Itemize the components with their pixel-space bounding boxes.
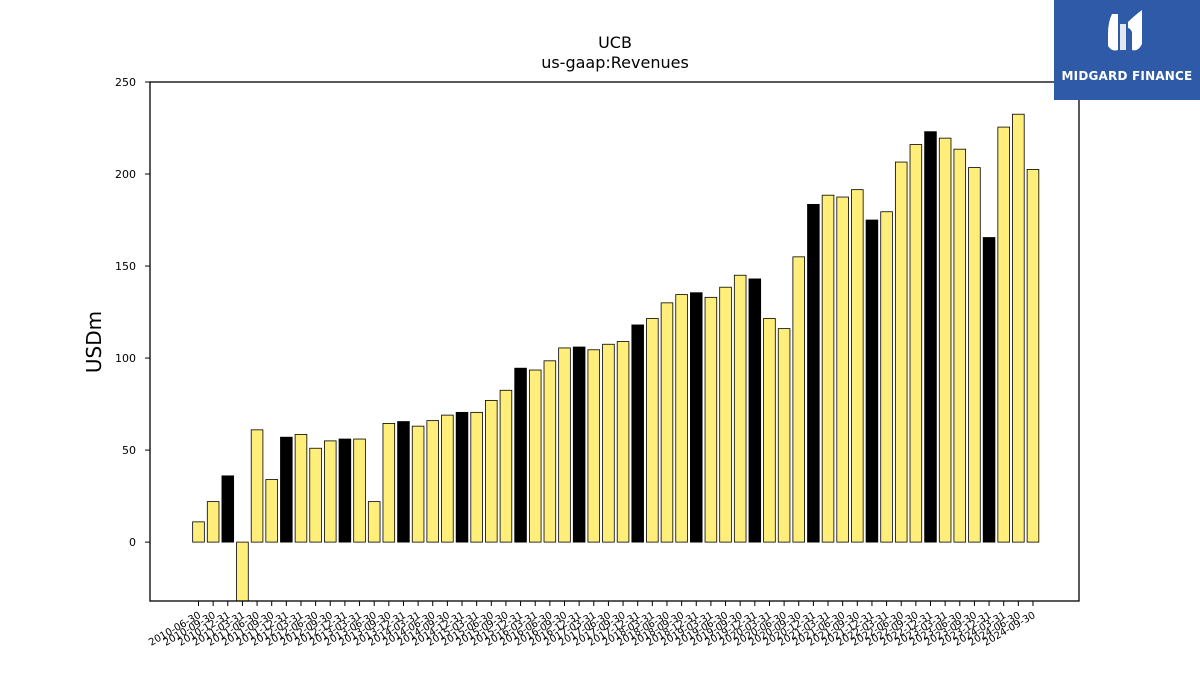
bar-2018-12-31 [690, 292, 703, 543]
bar-2024-06-30 [1012, 113, 1025, 543]
bar-2017-06-30 [602, 343, 615, 543]
bars-group [192, 113, 1040, 602]
bar-2016-12-31 [572, 346, 586, 543]
bar-2013-09-30 [382, 422, 396, 543]
chart-subtitle: us-gaap:Revenues [541, 53, 689, 72]
bar-2016-03-31 [528, 369, 542, 543]
bar-2010-09-30 [206, 501, 220, 543]
bar-2018-03-31 [646, 318, 659, 543]
bar-2019-12-31 [748, 278, 762, 543]
bar-2010-12-31 [221, 475, 235, 543]
y-tick-label: 50 [122, 444, 136, 457]
brand-name: MIDGARD FINANCE [1061, 69, 1193, 83]
bar-2015-06-30 [485, 399, 498, 543]
bar-2021-06-30 [836, 196, 849, 543]
bar-2014-03-31 [411, 425, 425, 543]
bar-2015-03-31 [470, 411, 483, 543]
bar-2021-09-30 [851, 189, 864, 543]
bar-2013-06-30 [367, 501, 381, 543]
bar-2010-06-30 [192, 521, 205, 543]
bar-2020-09-30 [792, 256, 805, 543]
bar-2020-12-31 [807, 203, 820, 543]
bar-2021-12-31 [865, 219, 879, 543]
bar-2024-03-31 [997, 126, 1010, 543]
y-tick-label: 100 [115, 352, 136, 365]
bar-2012-06-30 [309, 447, 322, 543]
bar-2019-09-30 [733, 274, 747, 543]
x-axis-ticks: 2010-06-302010-09-302010-12-312011-03-31… [147, 601, 1037, 649]
y-tick-label: 0 [129, 536, 136, 549]
bar-2011-09-30 [265, 479, 278, 543]
bar-2011-03-31 [236, 541, 249, 602]
bar-2017-09-30 [616, 341, 630, 543]
bar-2014-12-31 [455, 411, 469, 543]
bar-2020-03-31 [763, 318, 776, 543]
bar-2022-09-30 [909, 144, 923, 543]
bar-2012-03-31 [294, 434, 308, 543]
bar-2023-06-30 [953, 148, 967, 543]
bar-2018-06-30 [660, 302, 674, 543]
bar-2015-12-31 [514, 367, 527, 543]
chart-title: UCB [598, 33, 632, 52]
bar-2023-09-30 [968, 167, 981, 543]
bar-2012-12-31 [338, 438, 352, 543]
plot-frame [149, 81, 1080, 602]
bar-2014-06-30 [426, 420, 439, 543]
bar-2023-03-31 [938, 137, 952, 543]
bar-2017-03-31 [587, 349, 601, 543]
bar-2012-09-30 [324, 440, 337, 543]
bar-2023-12-31 [982, 237, 996, 543]
bar-2020-06-30 [777, 328, 791, 543]
midgard-finance-logo: MIDGARD FINANCE [1054, 0, 1200, 100]
bar-2015-09-30 [499, 389, 513, 543]
y-axis-label: USDm [82, 311, 106, 373]
bar-2013-12-31 [397, 421, 410, 543]
bar-2011-12-31 [280, 436, 293, 543]
bar-2016-09-30 [558, 347, 571, 543]
midgard-logo-icon [1108, 10, 1142, 51]
bar-2019-03-31 [704, 296, 718, 543]
bar-2011-06-30 [250, 429, 264, 543]
bar-2021-03-31 [821, 194, 835, 543]
bar-2017-12-31 [631, 324, 644, 543]
bar-2024-09-30 [1026, 169, 1040, 543]
bar-2016-06-30 [543, 360, 557, 543]
y-tick-label: 200 [115, 168, 136, 181]
bar-2022-03-31 [880, 211, 893, 543]
bar-2018-09-30 [675, 294, 688, 543]
bar-2019-06-30 [719, 286, 732, 543]
bar-2014-09-30 [441, 414, 454, 543]
bar-2022-06-30 [894, 161, 908, 543]
y-axis-ticks: 0 50 100 150 200 250 [115, 76, 150, 549]
y-tick-label: 150 [115, 260, 136, 273]
y-tick-label: 250 [115, 76, 136, 89]
bar-2022-12-31 [924, 131, 937, 543]
bar-2013-03-31 [353, 438, 366, 543]
